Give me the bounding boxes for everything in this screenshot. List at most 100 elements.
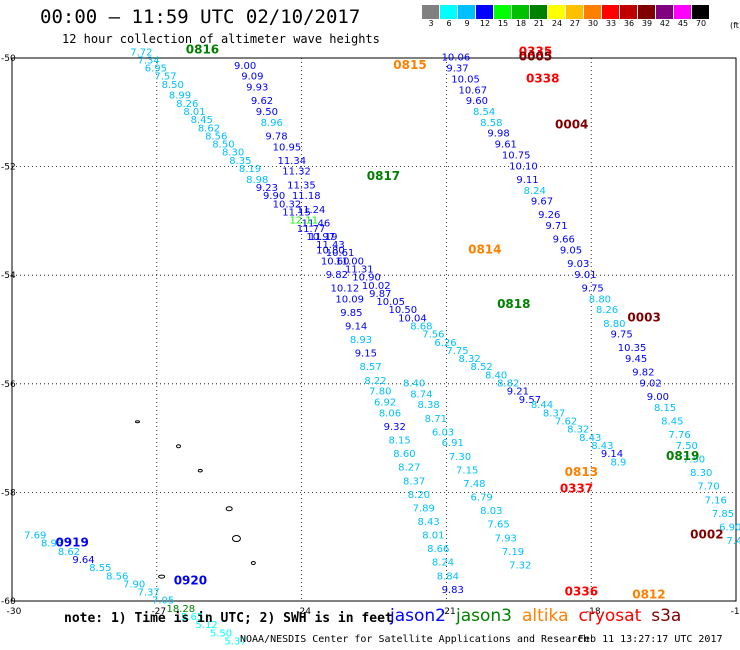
wave-height-label: 8.99 [169, 91, 191, 102]
colorbar-label: 18 [515, 19, 527, 28]
colorbar-label: 9 [464, 19, 470, 28]
satellite-legend-item: jason2 [390, 606, 446, 626]
wave-height-label: 9.98 [487, 129, 509, 140]
units-note: note: 1) Time is in UTC; 2) SWH is in fe… [64, 611, 393, 626]
island-outline [197, 468, 203, 473]
wave-height-label: 8.19 [239, 164, 261, 175]
chart-subtitle: 12 hour collection of altimeter wave hei… [62, 32, 380, 46]
wave-height-label: 8.43 [579, 433, 601, 444]
wave-height-label: 11.34 [277, 156, 306, 167]
wave-height-label: 9.83 [442, 585, 464, 596]
colorbar-swatch [638, 5, 656, 19]
pass-time-label: 0816 [186, 43, 219, 57]
wave-height-label: 8.62 [198, 123, 220, 134]
wave-height-label: 10.60 [321, 256, 350, 267]
wave-height-label: 6.90 [719, 522, 740, 533]
wave-height-label: 9.01 [574, 270, 596, 281]
wave-height-label: 7.50 [683, 455, 705, 466]
wave-height-label: 8.9 [611, 457, 627, 468]
colorbar-swatch [602, 5, 620, 19]
wave-height-label: 8.71 [425, 414, 447, 425]
wave-height-label: 9.71 [545, 221, 567, 232]
wave-height-label: 8.44 [531, 400, 553, 411]
pass-time-label: 0818 [497, 297, 530, 311]
pass-time-label: 0002 [690, 528, 723, 542]
wave-height-label: 10.32 [273, 199, 302, 210]
wave-height-label: 7.34 [137, 55, 159, 66]
colorbar-swatch [494, 5, 512, 19]
wave-height-label: 7.37 [137, 588, 159, 599]
wave-height-label: 11.46 [302, 218, 331, 229]
colorbar-label: 39 [641, 19, 653, 28]
wave-height-label: 5.37 [224, 636, 246, 647]
wave-height-label: 9.03 [567, 259, 589, 270]
wave-height-label: 8.80 [603, 319, 625, 330]
wave-height-label: 8.20 [408, 490, 430, 501]
colorbar-label: 27 [569, 19, 581, 28]
wave-height-label: 8.01 [422, 531, 444, 542]
wave-height-label: 12.11 [290, 216, 319, 227]
wave-height-label: 8.55 [89, 563, 111, 574]
wave-height-label: 18.28 [166, 604, 195, 615]
y-tick-label: -56 [1, 380, 16, 390]
wave-height-label: 7.72 [130, 47, 152, 58]
satellite-legend-item: jason3 [456, 606, 512, 626]
pass-time-label: 0920 [174, 574, 207, 588]
colorbar-swatch [692, 5, 710, 19]
y-tick-label: -50 [1, 54, 16, 64]
wave-height-label: 9.90 [263, 191, 285, 202]
x-tick-label: -27 [151, 607, 166, 617]
chart-title: 00:00 — 11:59 UTC 02/10/2017 [40, 6, 361, 28]
wave-height-label: 7.75 [446, 346, 468, 357]
wave-height-label: 7.65 [487, 520, 509, 531]
wave-height-label: 10.06 [442, 53, 471, 64]
wave-height-label: 8.52 [471, 362, 493, 373]
wave-height-label: 10.05 [376, 297, 405, 308]
wave-height-label: 10.50 [388, 305, 417, 316]
wave-height-label: 8.45 [661, 417, 683, 428]
wave-height-label: 9.61 [495, 140, 517, 151]
wave-height-label: 7.48 [463, 479, 485, 490]
colorbar-swatches [422, 5, 710, 19]
island-outline [134, 420, 140, 424]
wave-height-label: 9.62 [251, 96, 273, 107]
wave-height-label: 7.56 [422, 330, 444, 341]
wave-height-label: 10.12 [331, 283, 360, 294]
wave-height-label: 8.93 [350, 335, 372, 346]
wave-height-label: 9.05 [560, 245, 582, 256]
wave-height-label: 9.32 [384, 422, 406, 433]
y-tick-label: -52 [1, 163, 16, 173]
wave-height-label: 8.38 [417, 400, 439, 411]
pass-time-label: 0336 [565, 585, 598, 599]
wave-height-label: 9.00 [647, 392, 669, 403]
wave-height-label: 11.15 [282, 207, 311, 218]
wave-height-label: 5.50 [210, 628, 232, 639]
wave-height-label: 9.02 [639, 379, 661, 390]
wave-height-label: 9.11 [516, 175, 538, 186]
wave-height-label: 8.57 [360, 362, 382, 373]
colorbar-label: 36 [623, 19, 635, 28]
wave-height-label: 8.43 [591, 441, 613, 452]
wave-height-label: 7.32 [509, 560, 531, 571]
wave-height-label: 9.66 [553, 235, 575, 246]
wave-height-label: 8.93 [41, 539, 63, 550]
satellite-legend-item: cryosat [578, 606, 642, 626]
wave-height-label: 9.14 [601, 449, 623, 460]
wave-height-label: 8.03 [480, 506, 502, 517]
wave-height-label: 7.30 [449, 452, 471, 463]
wave-height-label: 8.68 [410, 322, 432, 333]
colorbar-swatch [458, 5, 476, 19]
wave-height-label: 9.23 [256, 183, 278, 194]
wave-height-label: 10.90 [352, 273, 381, 284]
wave-height-label: 8.98 [246, 175, 268, 186]
wave-height-label: 11.18 [292, 191, 321, 202]
wave-height-label: 9.57 [519, 395, 541, 406]
colorbar-swatch [656, 5, 674, 19]
pass-time-label: 0817 [367, 169, 400, 183]
wave-height-label: 11.35 [287, 180, 316, 191]
pass-time-label: 0919 [55, 536, 88, 550]
wave-height-label: 5.12 [195, 620, 217, 631]
wave-height-label: 9.09 [241, 72, 263, 83]
x-tick-label: -30 [7, 607, 22, 617]
wave-height-label: 9.21 [507, 387, 529, 398]
